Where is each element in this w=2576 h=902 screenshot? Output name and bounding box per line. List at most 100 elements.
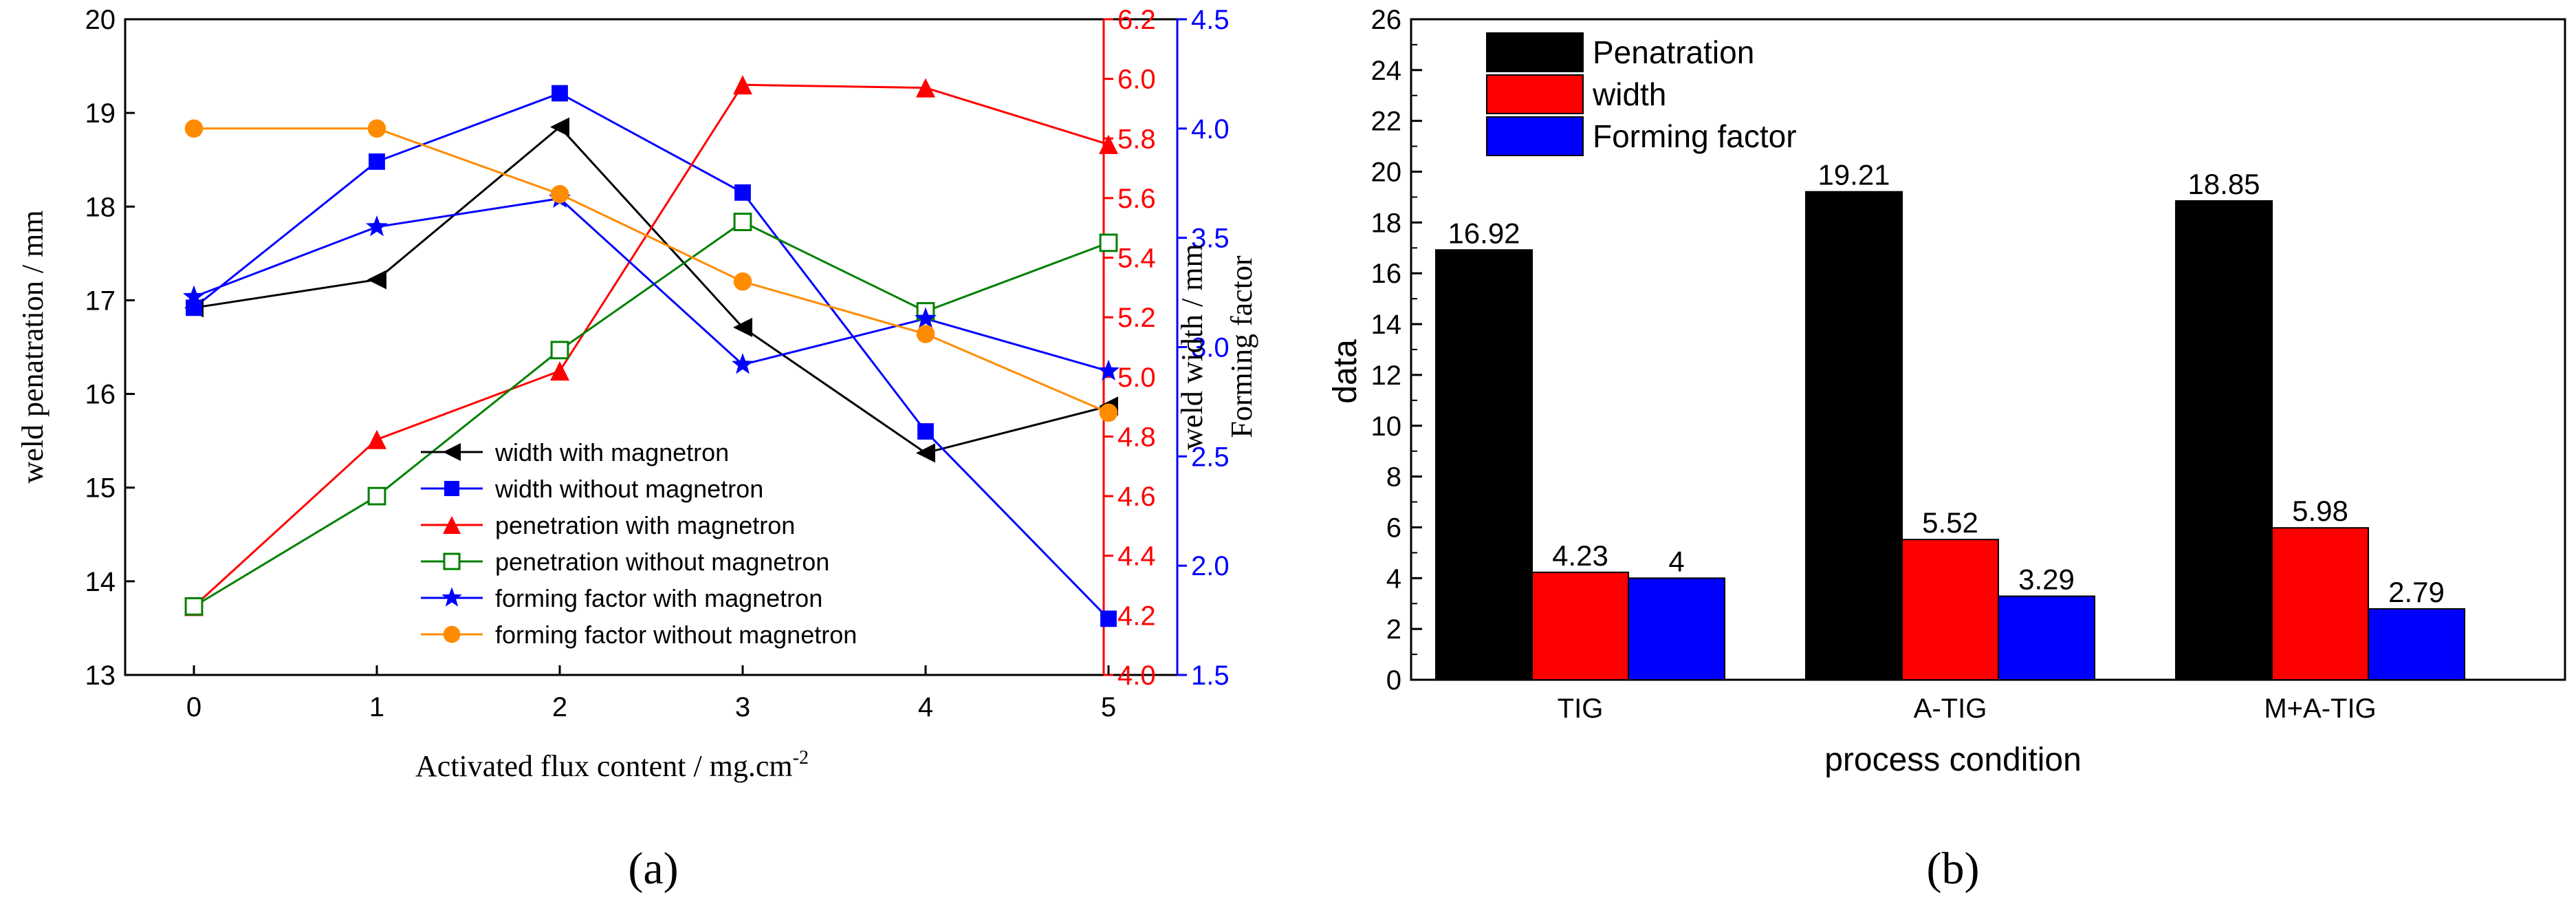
marker-square (734, 184, 751, 201)
marker-triangle-left (916, 443, 935, 463)
series-markers (183, 75, 1120, 627)
y-tick-label: 8 (1386, 462, 1401, 493)
bar-value-label: 5.52 (1922, 506, 1978, 539)
bar-value-label: 4.23 (1552, 539, 1608, 572)
left-tick-label: 20 (85, 5, 116, 35)
bar (2271, 527, 2369, 681)
marker-triangle-up (550, 361, 569, 381)
data-labels: 16.92 4.23 4 19.21 5.52 3.29 18.85 5.98 2.79 (1448, 159, 2444, 608)
marker-star (366, 215, 388, 237)
blue-tick-label: 2.5 (1191, 442, 1230, 472)
red-tick-label: 4.0 (1117, 661, 1156, 691)
red-tick-label: 5.0 (1117, 363, 1156, 393)
red-tick-label: 5.6 (1117, 184, 1156, 214)
red-tick-label: 4.6 (1117, 482, 1156, 512)
marker-triangle-up (733, 75, 752, 95)
bar-value-label: 4 (1668, 545, 1684, 577)
legend-label: Penatration (1593, 34, 1754, 70)
marker-square-open (443, 552, 461, 570)
marker-circle (550, 184, 569, 204)
blue-tick-label: 4.5 (1191, 5, 1230, 35)
bar (1435, 249, 1533, 680)
red-tick-label: 4.4 (1117, 541, 1156, 572)
series-line (193, 197, 1109, 372)
legend-label: Forming factor (1593, 118, 1797, 154)
x-axis-title: Activated flux content / mg.cm-2 (415, 747, 809, 783)
legend-label: penetration with magnetron (495, 511, 795, 539)
marker-square-open (1099, 233, 1118, 253)
y-tick-label: 24 (1371, 56, 1402, 86)
marker-square (917, 423, 934, 440)
blue-tick-label: 4.0 (1191, 114, 1230, 144)
bar-value-label: 2.79 (2388, 576, 2445, 608)
marker-star (441, 587, 462, 607)
x-tick-label: 0 (186, 692, 201, 722)
marker-square (369, 153, 385, 170)
marker-square-open (184, 597, 204, 616)
marker-square (186, 299, 202, 316)
red-axis: 4.0 4.2 4.4 4.6 4.8 5.0 5.2 5.4 5.6 5.8 6.0 6.2 (1102, 5, 1156, 691)
red-tick-label: 5.2 (1117, 303, 1156, 333)
legend-label: width (1592, 76, 1666, 112)
x-tick-label: 5 (1101, 692, 1116, 722)
marker-circle (443, 625, 461, 643)
y-tick-label: 6 (1386, 513, 1401, 543)
series-lines (193, 83, 1110, 620)
series-line (194, 127, 1109, 414)
x-axis-title: process condition (1824, 742, 2082, 778)
y-tick-label: 2 (1386, 614, 1401, 645)
series-line (193, 125, 1109, 454)
x-tick-label: 2 (552, 692, 567, 722)
x-axis-title-main: Activated flux content / mg.cm (415, 749, 793, 783)
left-tick-label: 17 (85, 286, 116, 316)
left-tick-label: 18 (85, 192, 116, 222)
marker-triangle-left (550, 117, 569, 137)
x-axis-title-superscript: -2 (793, 747, 809, 769)
bar (1531, 571, 1629, 680)
marker-square (444, 480, 460, 497)
left-tick-label: 19 (85, 98, 116, 129)
bar-value-label: 16.92 (1448, 217, 1520, 249)
marker-circle (367, 119, 386, 138)
x-tick-label: A-TIG (1914, 694, 1987, 724)
y-axis-title-left: weld penatration / mm (16, 210, 50, 483)
series-line (193, 92, 1110, 620)
bar-value-label: 5.98 (2292, 495, 2348, 527)
bar-value-label: 18.85 (2187, 168, 2260, 200)
legend-label: forming factor without magnetron (495, 621, 857, 649)
legend-swatch (1486, 74, 1584, 114)
bar (1805, 191, 1903, 680)
x-tick-label: 3 (735, 692, 750, 722)
marker-square (552, 85, 568, 102)
y-axis-title-red: weld width / mm (1175, 244, 1209, 449)
marker-square (1100, 610, 1117, 627)
x-axis: 0 1 2 3 4 5 (186, 665, 1116, 722)
bar (1901, 539, 1999, 681)
blue-axis: 1.5 2.0 2.5 3.0 3.5 4.0 4.5 (1176, 5, 1230, 691)
legend-swatch (1486, 32, 1584, 72)
marker-star (183, 285, 205, 306)
legend-swatch (1486, 116, 1584, 156)
marker-circle (733, 272, 752, 291)
left-axis: 13 14 15 16 17 18 19 20 (85, 5, 135, 691)
legend-label: width without magnetron (494, 475, 763, 503)
x-tick-label: M+A-TIG (2264, 694, 2376, 724)
y-tick-label: 4 (1386, 563, 1401, 594)
bars (1435, 191, 2465, 681)
bar (2175, 200, 2273, 680)
marker-square-open (733, 213, 752, 231)
bar (1998, 595, 2095, 680)
blue-tick-label: 1.5 (1191, 661, 1230, 691)
legend: width with magnetron width without magnet… (421, 438, 857, 649)
left-tick-label: 15 (85, 473, 116, 504)
marker-triangle-left (443, 443, 461, 461)
marker-triangle-up (916, 78, 935, 98)
x-axis: TIG A-TIG M+A-TIG (1558, 669, 2377, 724)
red-tick-label: 4.2 (1117, 601, 1156, 631)
blue-tick-label: 3.0 (1191, 333, 1230, 363)
left-tick-label: 16 (85, 380, 116, 410)
blue-tick-label: 2.0 (1191, 551, 1230, 581)
legend-label: width with magnetron (494, 438, 729, 466)
